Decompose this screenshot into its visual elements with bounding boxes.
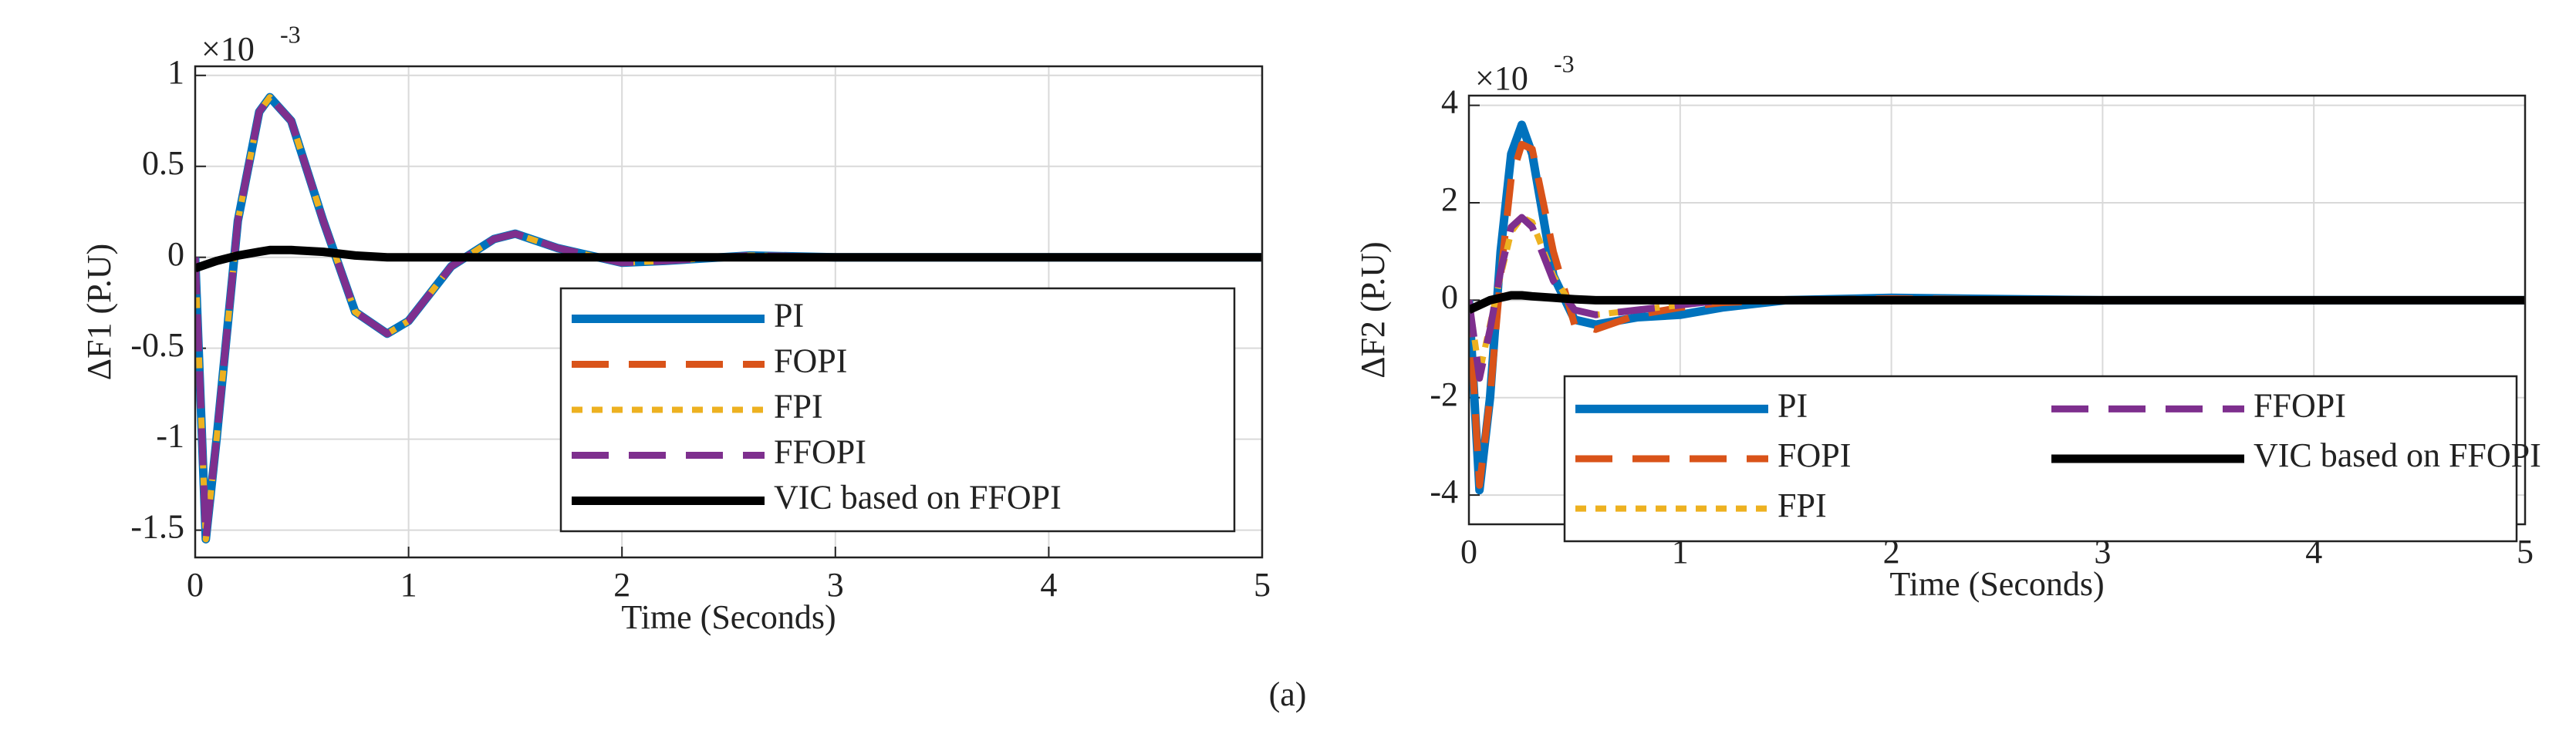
x-tick-label: 2 (1883, 533, 1900, 571)
x-tick-label: 0 (1460, 533, 1477, 571)
x-tick-label: 5 (2517, 533, 2534, 571)
legend-label: FPI (1778, 487, 1827, 524)
y-tick-label: -1 (156, 417, 184, 455)
legend-label: FFOPI (774, 433, 866, 471)
y-tick-label: 2 (1441, 180, 1458, 218)
y-tick-label: 0 (1441, 278, 1458, 315)
series-line (195, 245, 1262, 273)
legend-label: FOPI (774, 342, 847, 380)
legend-label: PI (1778, 386, 1808, 424)
y-tick-label: -0.5 (130, 326, 184, 364)
plot-lines (195, 93, 1262, 544)
legend-label: FOPI (1778, 436, 1851, 474)
x-tick-label: 0 (187, 566, 204, 604)
plot-lines (1469, 120, 2525, 495)
plot-frame (194, 65, 1264, 559)
y-tick-label: -2 (1430, 375, 1458, 413)
x-tick-label: 4 (1040, 566, 1057, 604)
x-tick-label: 2 (613, 566, 630, 604)
caption: (a) (1269, 675, 1307, 713)
x-tick-label: 1 (1672, 533, 1689, 571)
multiplier: ×10 (201, 30, 255, 68)
x-axis-label: Time (Seconds) (1889, 565, 2104, 603)
y-tick-label: 0 (167, 235, 184, 273)
legend-label: FFOPI (2254, 386, 2346, 424)
x-axis-label: Time (Seconds) (621, 598, 836, 636)
legend-label: VIC based on FFOPI (2254, 436, 2541, 474)
y-tick-label: -1.5 (130, 508, 184, 546)
multiplier-exponent: -3 (1554, 49, 1575, 77)
x-tick-label: 3 (827, 566, 844, 604)
y-tick-label: 1 (167, 53, 184, 91)
x-tick-label: 4 (2305, 533, 2322, 571)
y-axis-label: ΔF2 (P.U) (1354, 241, 1392, 378)
x-tick-label: 3 (2094, 533, 2111, 571)
x-tick-label: 1 (400, 566, 417, 604)
multiplier: ×10 (1475, 59, 1528, 97)
y-tick-label: -4 (1430, 473, 1458, 510)
x-tick-label: 5 (1254, 566, 1271, 604)
legend-label: VIC based on FFOPI (774, 479, 1062, 517)
multiplier-exponent: -3 (280, 20, 301, 48)
legend-label: PI (774, 297, 804, 335)
legend-label: FPI (774, 388, 823, 426)
y-tick-label: 0.5 (142, 144, 184, 182)
y-axis-label: ΔF1 (P.U) (80, 244, 118, 380)
y-tick-label: 4 (1441, 83, 1458, 121)
series-line (1469, 291, 2525, 314)
